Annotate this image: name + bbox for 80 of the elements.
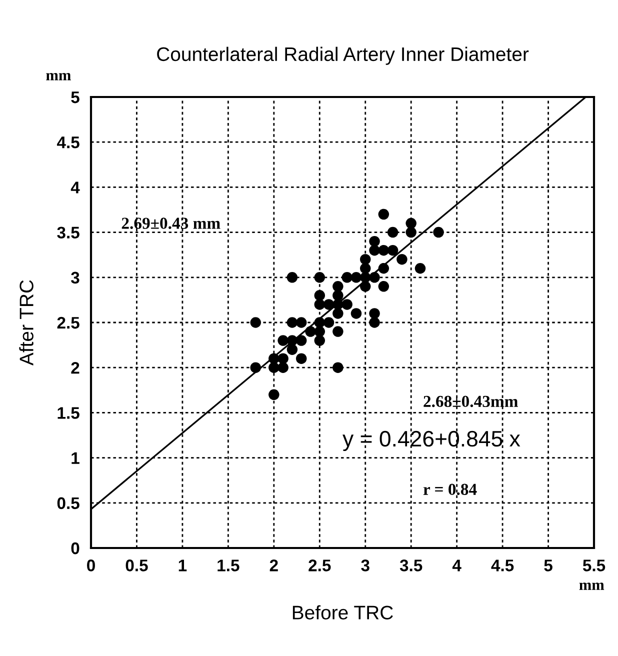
x-axis-title: Before TRC [292, 605, 393, 620]
point [387, 226, 398, 238]
point [286, 272, 298, 283]
y-tick-label: 0.5 [57, 497, 80, 510]
x-tick-label: 5.5 [582, 560, 606, 572]
point [286, 344, 298, 355]
point [350, 272, 362, 283]
annotation: 2.69±0.43 mm [122, 218, 220, 229]
point [314, 299, 326, 310]
point [342, 272, 352, 283]
x-tick-label: 4 [452, 560, 462, 572]
text: mm [46, 73, 71, 80]
point [305, 326, 316, 337]
annotation: 2.68±0.43mm [424, 396, 518, 408]
x-tick-label: 2.5 [308, 560, 331, 572]
x-tick-label: 3 [361, 560, 370, 572]
x-tick-label: 0 [87, 560, 95, 572]
point [314, 290, 326, 301]
point [378, 244, 390, 256]
y-tick-label: 5 [71, 92, 80, 104]
point [369, 317, 380, 328]
point [332, 326, 344, 337]
point [378, 281, 390, 292]
point [323, 317, 334, 328]
y-tick-label: 2.5 [57, 316, 80, 329]
chart-title: Counterlateral Radial Artery Inner Diameter [157, 46, 529, 65]
point [369, 244, 380, 256]
y-tick-label: 1 [72, 452, 80, 464]
point [350, 308, 362, 319]
x-tick-label: 4.5 [491, 560, 514, 572]
point [360, 281, 371, 292]
point [433, 226, 444, 238]
point [332, 281, 344, 292]
point [332, 308, 344, 319]
x-tick-label: 3.5 [400, 560, 422, 572]
point [414, 263, 426, 274]
point [387, 244, 398, 256]
point [369, 272, 380, 283]
point [406, 218, 416, 229]
point [396, 254, 408, 265]
point [369, 308, 380, 319]
point [406, 226, 416, 238]
point [296, 353, 307, 364]
y-axis-title: After TRC [19, 280, 34, 366]
y-tick-label: 2 [71, 362, 80, 374]
x-tick-label: 1 [178, 560, 187, 572]
point [314, 326, 326, 337]
point [278, 362, 288, 373]
y-tick-label: 4 [70, 182, 80, 194]
y-tick-label: 0 [71, 542, 80, 554]
point [268, 362, 280, 373]
text: mm [579, 582, 604, 590]
point [278, 335, 288, 346]
y-tick-label: 3.5 [57, 226, 80, 239]
point [378, 263, 390, 274]
y-tick-label: 4.5 [56, 136, 80, 148]
x-tick-label: 2 [270, 560, 278, 572]
y-tick-label: 3 [71, 272, 80, 284]
point [360, 263, 371, 274]
point [296, 335, 307, 346]
point [342, 299, 352, 310]
y-tick-label: 1.5 [58, 407, 80, 419]
x-tick-label: 0.5 [126, 560, 148, 572]
point [278, 353, 288, 364]
point [286, 317, 298, 328]
point [323, 299, 334, 310]
point [332, 290, 344, 301]
point [250, 317, 261, 328]
point [314, 335, 326, 346]
point [378, 208, 390, 220]
point [314, 272, 326, 283]
point [332, 362, 344, 373]
annotation: r = 0.84 [423, 484, 477, 496]
point [369, 236, 380, 247]
x-tick-label: 1.5 [218, 560, 240, 572]
point [250, 362, 261, 373]
point [296, 317, 307, 328]
point [268, 389, 280, 400]
x-tick-label: 5 [544, 560, 552, 572]
point [360, 254, 371, 265]
